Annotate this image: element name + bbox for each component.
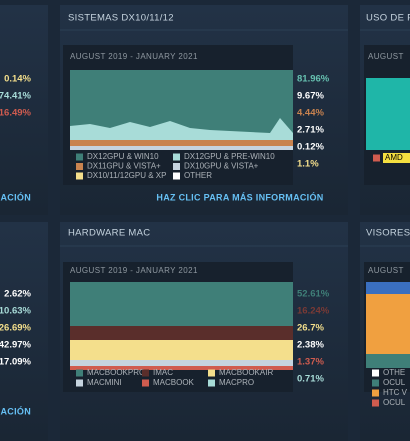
stat-value: 16.49%	[0, 108, 32, 119]
panel	[0, 222, 48, 441]
link[interactable]: ACIÓN	[1, 191, 32, 202]
panel-title: SISTEMAS DX10/11/12	[68, 13, 174, 24]
stat-value: 26.69%	[0, 323, 32, 334]
legend-swatch	[372, 379, 379, 387]
panel	[0, 5, 48, 215]
stat-value: 2.38%	[297, 340, 324, 351]
legend-label: OCUL	[383, 378, 406, 387]
stat-value: 4.44%	[297, 108, 324, 119]
stat-value: 42.97%	[0, 340, 32, 351]
stat-value: 9.67%	[297, 91, 324, 102]
date-range: AUGUST 2019 - JANUARY 2021	[70, 266, 198, 275]
stat-value: 52.61%	[297, 289, 330, 300]
legend-label: OTHE	[383, 368, 405, 377]
legend-label: MACBOOKPRO	[87, 368, 145, 377]
link[interactable]: HAZ CLIC PARA MÁS INFORMACIÓN	[156, 191, 323, 202]
stat-value: 0.71%	[297, 374, 324, 385]
stat-value: 2.71%	[297, 125, 324, 136]
legend-highlight	[383, 153, 410, 163]
stat-value: 0.14%	[4, 74, 31, 85]
area	[70, 360, 293, 366]
panel-title: HARDWARE MAC	[68, 228, 150, 239]
stat-value: 17.09%	[0, 357, 32, 368]
legend-swatch	[372, 389, 379, 397]
legend-swatch	[208, 379, 215, 387]
legend-label: IMAC	[153, 368, 173, 377]
legend-swatch	[76, 163, 83, 170]
legend-swatch	[372, 369, 379, 377]
area	[366, 282, 410, 294]
area	[70, 282, 293, 326]
legend-swatch	[173, 163, 180, 170]
stat-value: 81.96%	[297, 74, 330, 85]
legend-swatch	[76, 153, 83, 161]
legend-label: DX10/11/12GPU & XP	[87, 171, 166, 180]
area	[366, 78, 410, 150]
stat-value: 16.24%	[297, 306, 330, 317]
date-range: AUGUST 2019 - JANUARY 2021	[70, 52, 198, 61]
area	[366, 294, 410, 354]
legend-swatch	[76, 172, 83, 180]
stat-value: 10.63%	[0, 306, 32, 317]
legend-swatch	[372, 399, 379, 407]
area	[70, 340, 293, 360]
panel-title: VISORES	[366, 228, 410, 239]
legend-label: DX12GPU & PRE-WIN10	[184, 152, 275, 161]
legend-label: MACBOOK	[153, 378, 195, 387]
legend-label: HTC V	[383, 388, 408, 397]
area	[70, 366, 293, 370]
panel-title: USO DE P	[366, 13, 410, 24]
legend-label: DX12GPU & WIN10	[87, 152, 159, 161]
legend-swatch	[173, 172, 180, 180]
link[interactable]: ACIÓN	[1, 405, 32, 416]
legend-label: DX10GPU & VISTA+	[184, 162, 259, 171]
legend-swatch	[76, 369, 83, 377]
legend-label: OCUL	[383, 398, 406, 407]
area	[366, 354, 410, 368]
area	[70, 140, 293, 146]
area	[70, 326, 293, 340]
area	[70, 118, 293, 140]
legend-label: DX11GPU & VISTA+	[87, 162, 161, 171]
legend-swatch	[142, 369, 149, 377]
date-range: AUGUST	[368, 52, 404, 61]
stat-value: 2.62%	[4, 289, 31, 300]
legend-swatch	[173, 153, 180, 161]
date-range: AUGUST	[368, 266, 404, 275]
legend-label: AMD	[385, 153, 403, 162]
legend-label: MACBOOKAIR	[219, 368, 273, 377]
stat-value: 0.12%	[297, 142, 324, 153]
legend-swatch	[373, 154, 380, 162]
stat-value: 1.37%	[297, 357, 324, 368]
area	[70, 146, 293, 150]
legend-label: MACPRO	[219, 378, 254, 387]
stat-value: 26.7%	[297, 323, 324, 334]
legend-swatch	[142, 379, 149, 387]
stat-value: 74.41%	[0, 91, 32, 102]
legend-label: MACMINI	[87, 378, 122, 387]
legend-swatch	[76, 379, 83, 387]
legend-swatch	[208, 369, 215, 377]
stat-value: 1.1%	[297, 159, 319, 170]
legend-label: OTHER	[184, 171, 212, 180]
